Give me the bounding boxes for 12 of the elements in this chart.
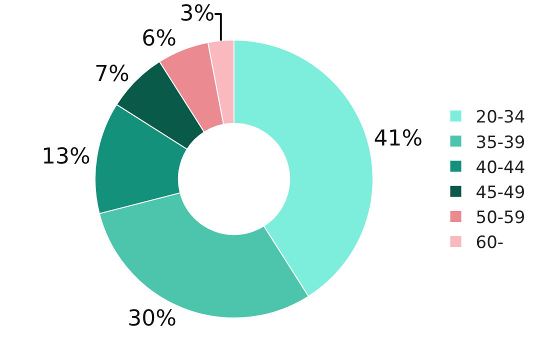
- data-label: 6%: [142, 26, 177, 52]
- legend-label: 45-49: [476, 182, 526, 203]
- data-label: 30%: [128, 306, 177, 332]
- legend-label: 20-34: [476, 108, 526, 128]
- data-label: 13%: [42, 144, 90, 170]
- data-label: 41%: [374, 126, 423, 152]
- legend-label: 60-: [476, 233, 504, 254]
- data-label: 7%: [94, 62, 130, 87]
- legend-label: 35-39: [476, 132, 526, 153]
- data-label: 3%: [180, 1, 215, 26]
- legend-label: 50-59: [476, 208, 526, 228]
- legend-label: 40-44: [476, 158, 526, 178]
